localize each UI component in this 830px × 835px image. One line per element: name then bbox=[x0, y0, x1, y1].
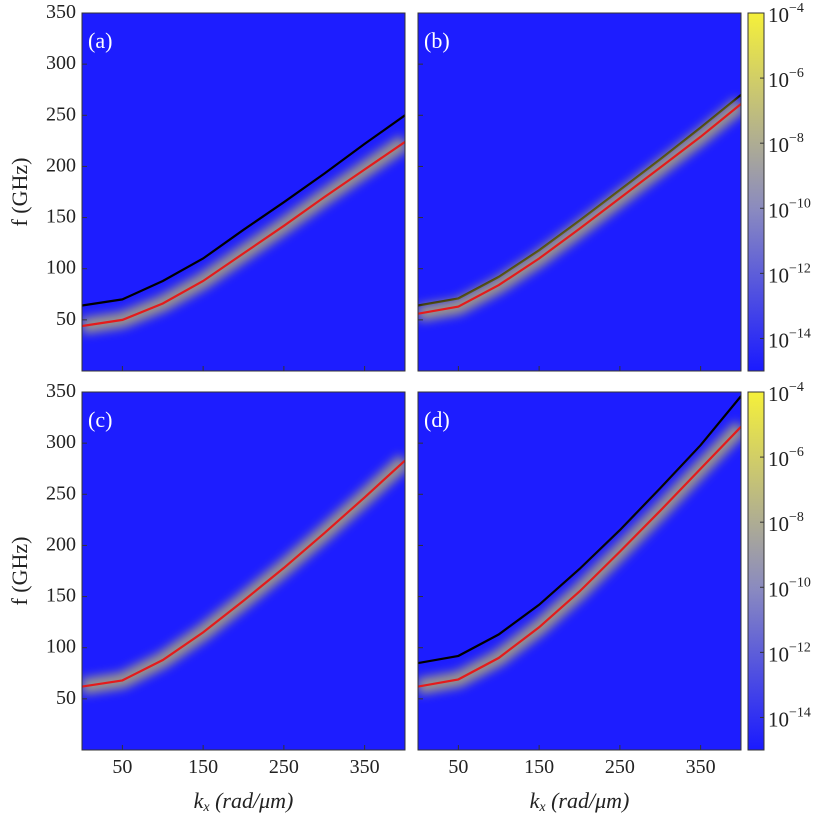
y-tick-label: 350 bbox=[46, 1, 76, 23]
y-tick-label: 350 bbox=[46, 380, 76, 402]
colorbar-tick-label: 10−12​ bbox=[768, 262, 811, 288]
series-line bbox=[82, 140, 405, 328]
y-tick-label: 150 bbox=[46, 584, 76, 606]
colorbar-tick-label: 10−10​ bbox=[768, 575, 811, 601]
y-axis-label: f (GHz) bbox=[7, 536, 32, 605]
series-line bbox=[82, 459, 405, 688]
series-line bbox=[418, 426, 741, 688]
plot-area bbox=[82, 454, 405, 695]
y-tick-label: 300 bbox=[46, 431, 76, 453]
x-axis-label: kx​ (rad/μm) bbox=[194, 788, 294, 815]
panel-label: (d) bbox=[424, 407, 450, 432]
colorbar-tick-label: 10−8​ bbox=[768, 131, 804, 157]
panel-frame bbox=[81, 12, 406, 372]
x-axis-label: kx​ (rad/μm) bbox=[530, 788, 630, 815]
panel-frame bbox=[417, 391, 742, 751]
y-axis-label: f (GHz) bbox=[7, 157, 32, 226]
panel-label: (b) bbox=[424, 28, 450, 53]
panel-label: (c) bbox=[88, 407, 112, 432]
colorbar-tick-label: 10−4​ bbox=[768, 1, 804, 27]
y-tick-label: 200 bbox=[46, 533, 76, 555]
y-tick-label: 150 bbox=[46, 205, 76, 227]
colorbar-tick-label: 10−14​ bbox=[768, 706, 811, 732]
colorbar-tick-label: 10−12​ bbox=[768, 641, 811, 667]
plot-area bbox=[418, 93, 741, 322]
heatmap-background bbox=[418, 392, 741, 750]
colorbar-tick-label: 10−4​ bbox=[768, 380, 804, 406]
y-tick-label: 50 bbox=[56, 686, 76, 708]
plot-area bbox=[82, 114, 405, 334]
colorbar-tick-label: 10−6​ bbox=[768, 445, 804, 471]
x-tick-label: 350 bbox=[350, 756, 380, 778]
colorbar-tick-label: 10−14​ bbox=[768, 327, 811, 353]
panel-frame bbox=[81, 391, 406, 751]
colorbar bbox=[747, 12, 765, 372]
panel-label: (a) bbox=[88, 28, 112, 53]
y-tick-label: 100 bbox=[46, 635, 76, 657]
x-tick-label: 150 bbox=[188, 756, 218, 778]
heatmap-background bbox=[82, 392, 405, 750]
panel-frame bbox=[417, 12, 742, 372]
y-tick-label: 50 bbox=[56, 307, 76, 329]
x-tick-label: 250 bbox=[605, 756, 635, 778]
colorbar bbox=[747, 391, 765, 751]
series-line bbox=[82, 114, 405, 307]
x-tick-label: 150 bbox=[524, 756, 554, 778]
series-line bbox=[418, 103, 741, 315]
colorbar-tick-label: 10−6​ bbox=[768, 66, 804, 92]
y-tick-label: 250 bbox=[46, 103, 76, 125]
y-tick-label: 250 bbox=[46, 482, 76, 504]
colorbar-tick-label: 10−8​ bbox=[768, 510, 804, 536]
plot-area bbox=[418, 395, 741, 695]
y-tick-label: 100 bbox=[46, 256, 76, 278]
colorbar-tick-label: 10−10​ bbox=[768, 196, 811, 222]
series-line bbox=[418, 395, 741, 665]
heatmap-background bbox=[418, 13, 741, 371]
y-tick-label: 300 bbox=[46, 52, 76, 74]
x-tick-label: 50 bbox=[448, 756, 468, 778]
x-tick-label: 50 bbox=[112, 756, 132, 778]
y-tick-label: 200 bbox=[46, 154, 76, 176]
x-tick-label: 350 bbox=[686, 756, 716, 778]
x-tick-label: 250 bbox=[269, 756, 299, 778]
